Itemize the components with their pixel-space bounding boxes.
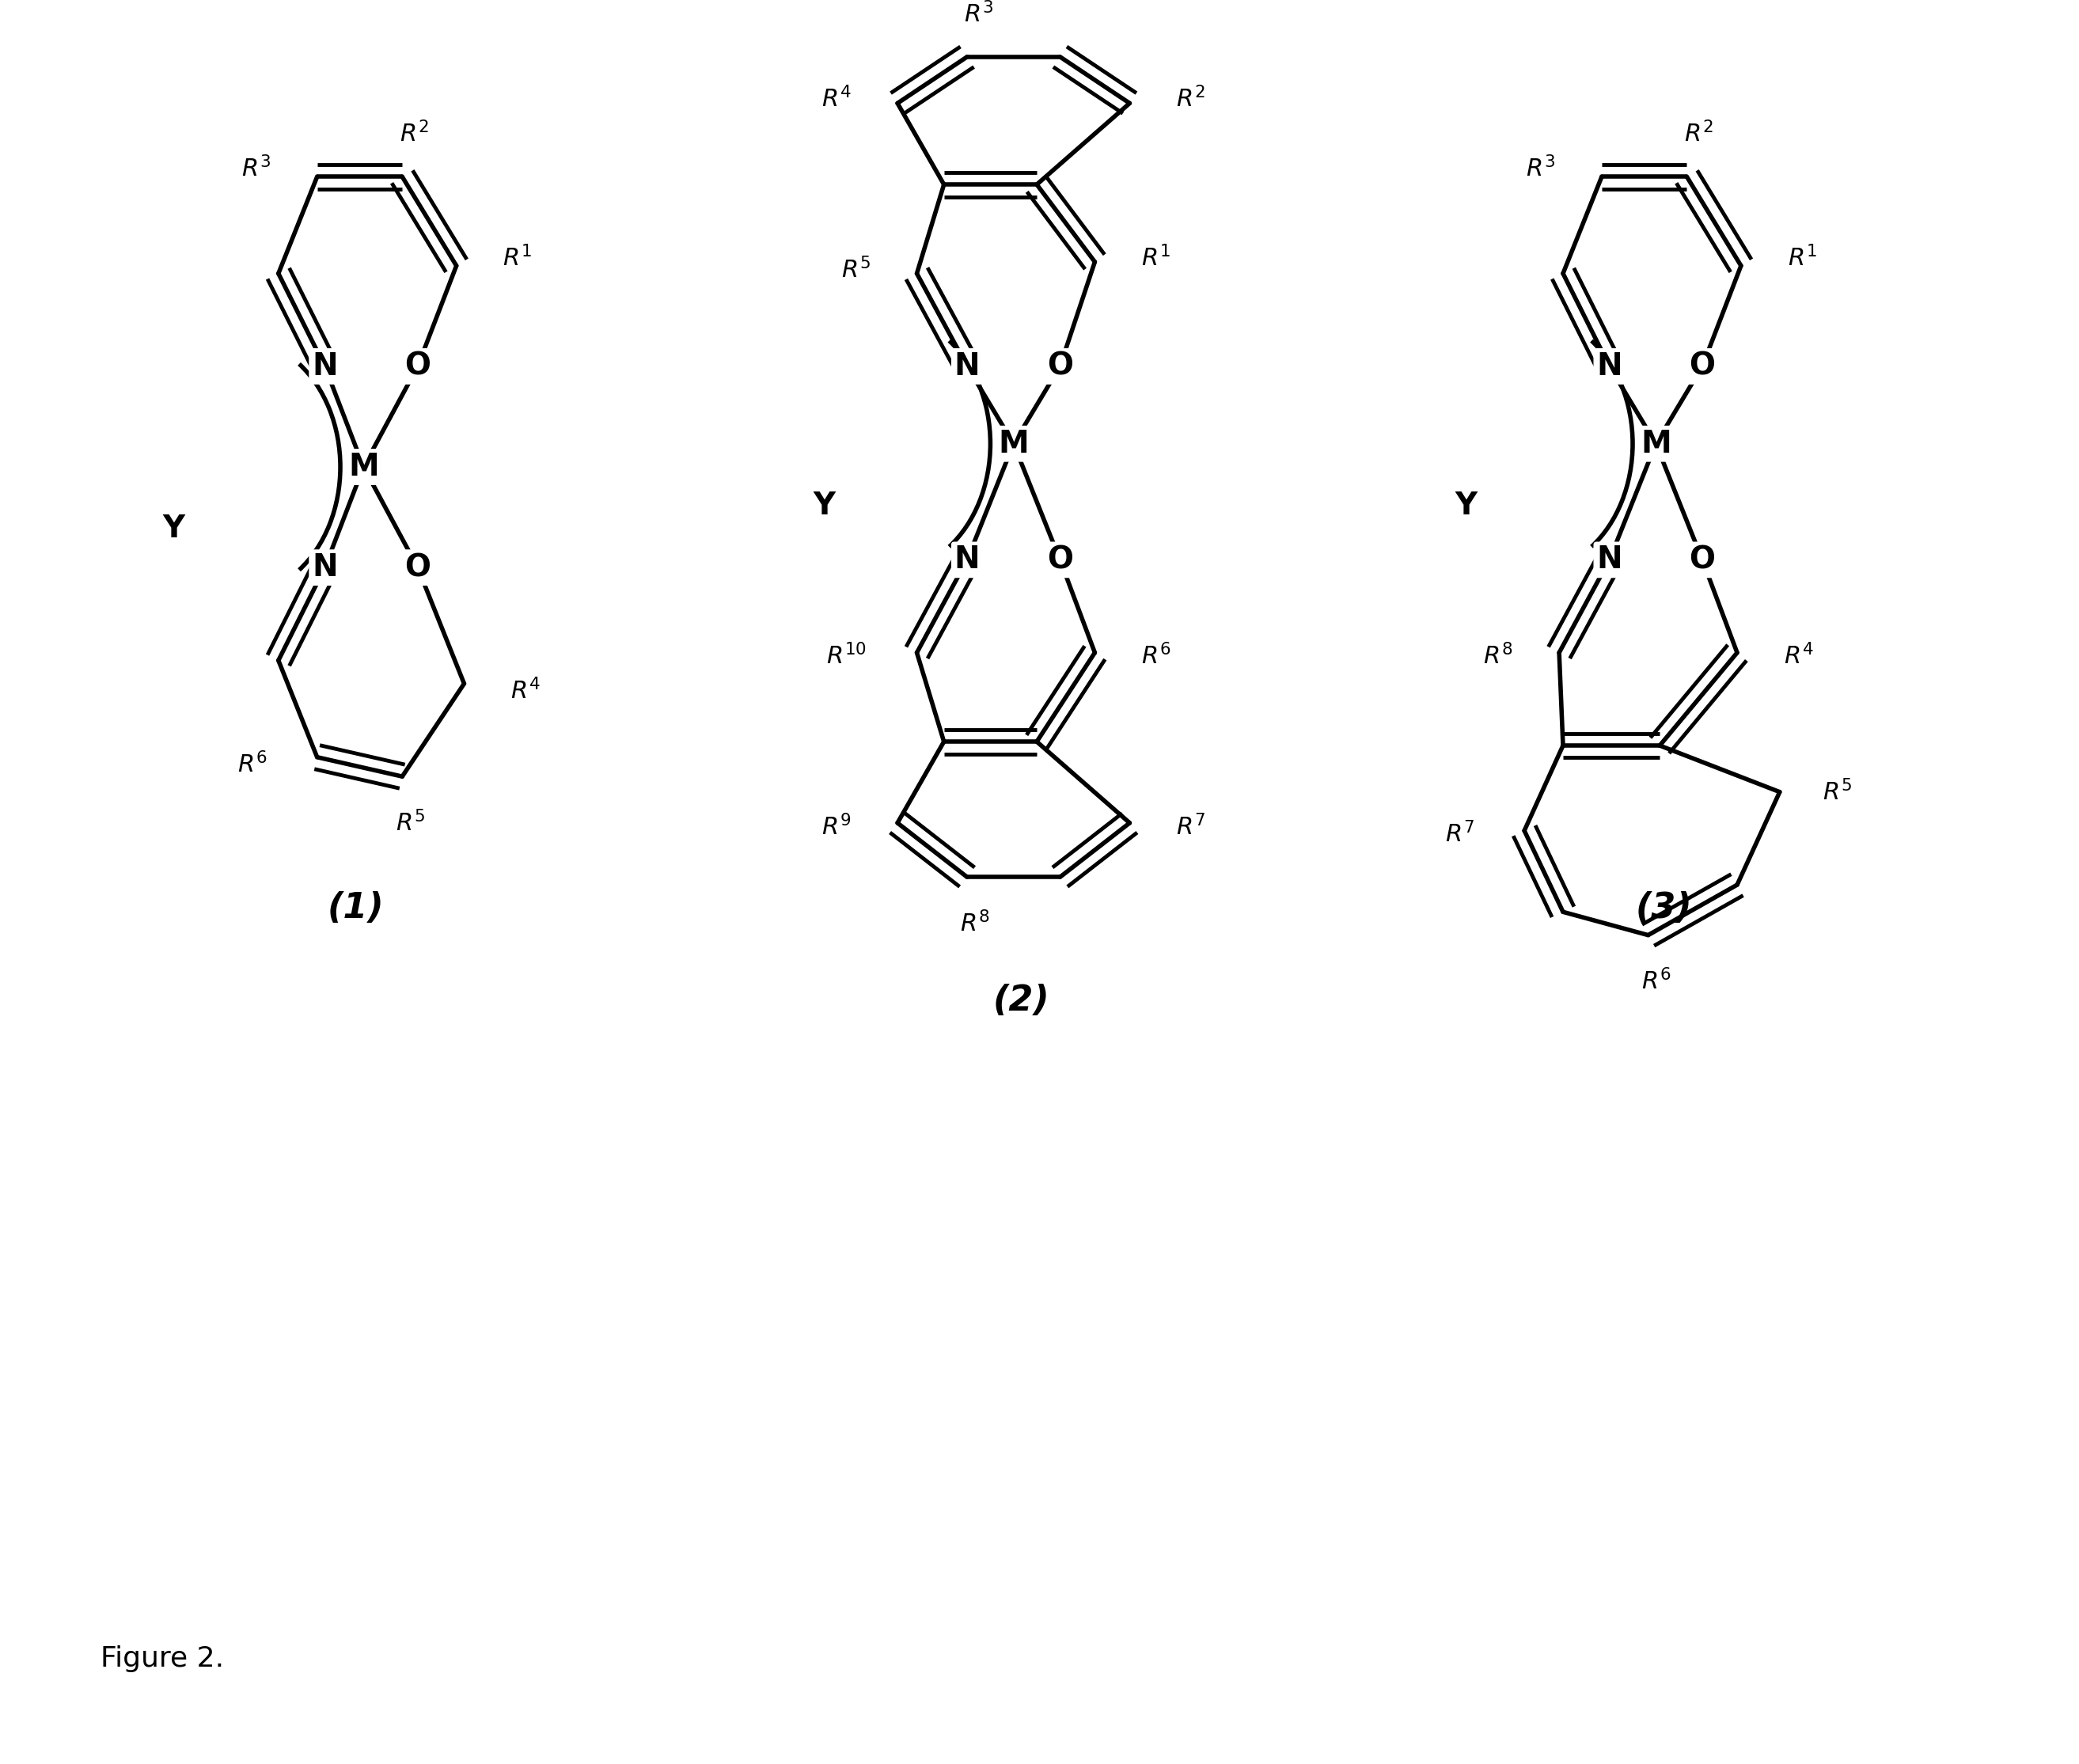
Text: (1): (1) bbox=[326, 891, 385, 924]
Text: N: N bbox=[312, 351, 337, 381]
Text: M: M bbox=[998, 429, 1029, 459]
Text: $R^{{10}}$: $R^{{10}}$ bbox=[825, 644, 867, 669]
Text: $R^{6}$: $R^{6}$ bbox=[1640, 968, 1672, 995]
Text: N: N bbox=[312, 552, 337, 582]
Text: (3): (3) bbox=[1636, 891, 1692, 924]
Text: $R^{3}$: $R^{3}$ bbox=[965, 2, 994, 26]
Text: $R^{4}$: $R^{4}$ bbox=[1784, 644, 1813, 669]
Text: O: O bbox=[405, 552, 430, 582]
Text: $R^{2}$: $R^{2}$ bbox=[1177, 86, 1206, 113]
Text: $R^{1}$: $R^{1}$ bbox=[503, 245, 532, 272]
Text: O: O bbox=[1690, 545, 1715, 575]
Text: N: N bbox=[954, 351, 979, 381]
Text: $R^{5}$: $R^{5}$ bbox=[842, 258, 871, 282]
Text: $R^{9}$: $R^{9}$ bbox=[821, 813, 850, 840]
Text: Y: Y bbox=[813, 490, 836, 520]
Text: $R^{8}$: $R^{8}$ bbox=[960, 910, 990, 937]
Text: $R^{3}$: $R^{3}$ bbox=[241, 157, 270, 182]
Text: O: O bbox=[1690, 351, 1715, 381]
Text: $R^{4}$: $R^{4}$ bbox=[821, 86, 850, 113]
Text: Y: Y bbox=[1455, 490, 1478, 520]
Text: $R^{5}$: $R^{5}$ bbox=[395, 810, 424, 836]
Text: M: M bbox=[347, 452, 378, 482]
Text: $R^{7}$: $R^{7}$ bbox=[1177, 813, 1206, 840]
Text: $R^{8}$: $R^{8}$ bbox=[1482, 644, 1514, 669]
Text: $R^{6}$: $R^{6}$ bbox=[1141, 644, 1170, 669]
Text: $R^{2}$: $R^{2}$ bbox=[399, 122, 428, 146]
Text: N: N bbox=[954, 545, 979, 575]
Text: O: O bbox=[405, 351, 430, 381]
Text: M: M bbox=[1640, 429, 1672, 459]
Text: N: N bbox=[1597, 351, 1622, 381]
Text: Figure 2.: Figure 2. bbox=[100, 1646, 225, 1672]
Text: $R^{5}$: $R^{5}$ bbox=[1823, 780, 1852, 804]
Text: $R^{1}$: $R^{1}$ bbox=[1788, 245, 1817, 272]
Text: $R^{6}$: $R^{6}$ bbox=[237, 751, 266, 778]
Text: (2): (2) bbox=[994, 984, 1050, 1018]
Text: $R^{7}$: $R^{7}$ bbox=[1445, 822, 1474, 847]
Text: Y: Y bbox=[162, 513, 185, 543]
Text: O: O bbox=[1048, 351, 1073, 381]
Text: N: N bbox=[1597, 545, 1622, 575]
Text: $R^{2}$: $R^{2}$ bbox=[1684, 122, 1713, 146]
Text: $R^{4}$: $R^{4}$ bbox=[511, 679, 541, 704]
Text: O: O bbox=[1048, 545, 1073, 575]
Text: $R^{1}$: $R^{1}$ bbox=[1141, 245, 1170, 272]
Text: $R^{3}$: $R^{3}$ bbox=[1526, 157, 1555, 182]
